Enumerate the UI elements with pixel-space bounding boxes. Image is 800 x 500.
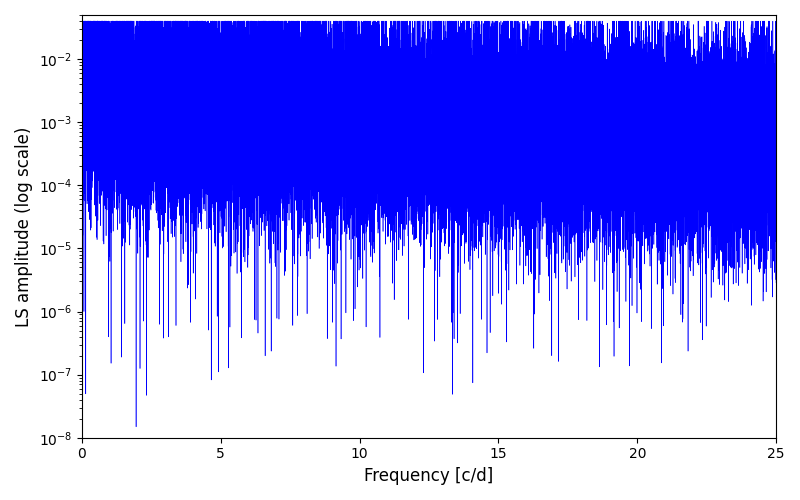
- X-axis label: Frequency [c/d]: Frequency [c/d]: [364, 467, 494, 485]
- Y-axis label: LS amplitude (log scale): LS amplitude (log scale): [15, 126, 33, 326]
